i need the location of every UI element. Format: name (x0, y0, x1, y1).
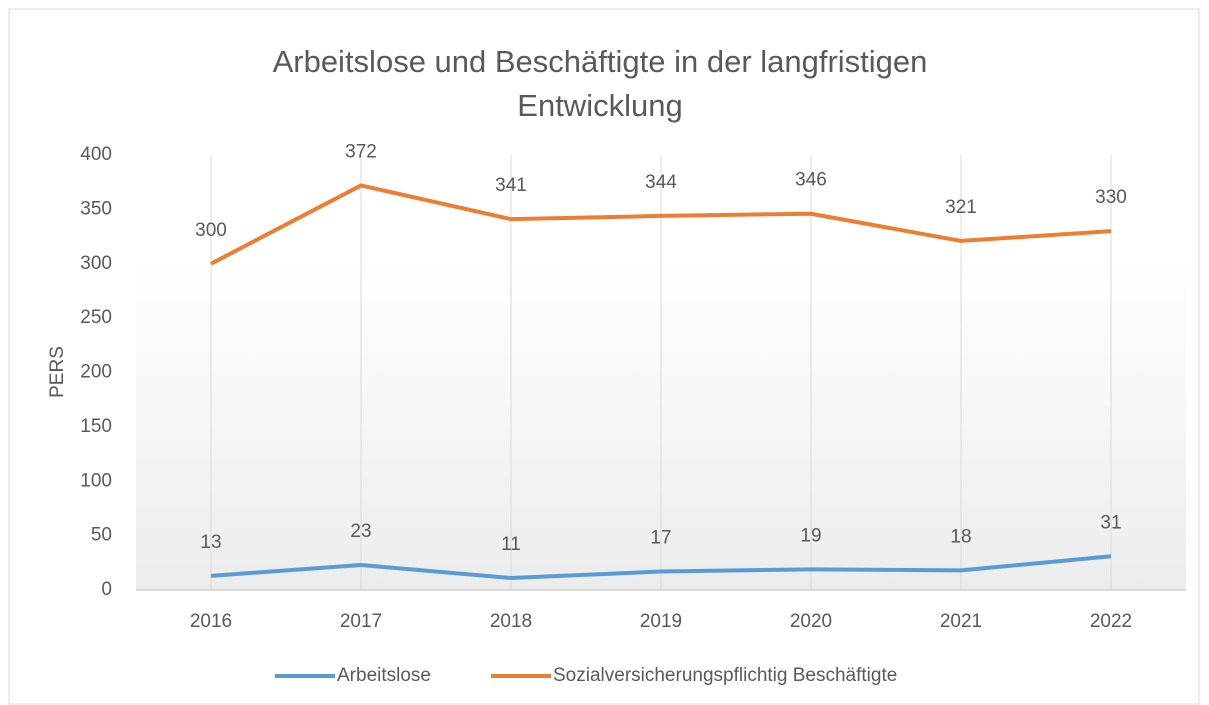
y-tick-label: 250 (80, 307, 112, 328)
y-axis-label: PERS (47, 346, 68, 398)
legend-label: Sozialversicherungspflichtig Beschäftigt… (553, 665, 897, 686)
data-label: 341 (495, 175, 527, 196)
y-tick-label: 50 (91, 525, 112, 546)
data-label: 19 (800, 525, 821, 546)
y-tick-label: 100 (80, 470, 112, 491)
data-label: 23 (350, 521, 371, 542)
x-tick-label: 2019 (640, 611, 682, 632)
data-label: 18 (950, 526, 971, 547)
data-label: 330 (1095, 187, 1127, 208)
y-tick-label: 300 (80, 253, 112, 274)
data-label: 372 (345, 141, 377, 162)
series-line (210, 554, 1112, 581)
x-tick-label: 2016 (190, 611, 232, 632)
data-label: 17 (650, 528, 671, 549)
y-tick-label: 400 (80, 144, 112, 165)
x-tick-label: 2017 (340, 611, 382, 632)
data-label: 321 (945, 197, 977, 218)
data-label: 300 (195, 220, 227, 241)
series-line (210, 183, 1112, 266)
chart-title: Arbeitslose und Beschäftigte in der lang… (272, 44, 928, 123)
x-tick-label: 2022 (1090, 611, 1132, 632)
x-tick-label: 2021 (940, 611, 982, 632)
y-tick-label: 0 (101, 579, 112, 600)
x-tick-label: 2020 (790, 611, 832, 632)
data-label: 31 (1100, 512, 1121, 533)
data-label: 11 (501, 534, 521, 555)
y-tick-label: 150 (80, 416, 112, 437)
legend-label: Arbeitslose (337, 665, 431, 686)
data-label: 344 (645, 172, 677, 193)
data-label: 13 (200, 532, 221, 553)
y-tick-label: 200 (80, 362, 112, 383)
y-tick-label: 350 (80, 198, 112, 219)
x-tick-label: 2018 (490, 611, 532, 632)
data-label: 346 (795, 170, 827, 191)
